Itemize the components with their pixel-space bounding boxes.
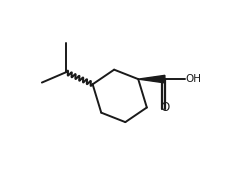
Text: OH: OH [185,74,201,84]
Text: O: O [160,100,169,114]
Polygon shape [138,75,164,83]
